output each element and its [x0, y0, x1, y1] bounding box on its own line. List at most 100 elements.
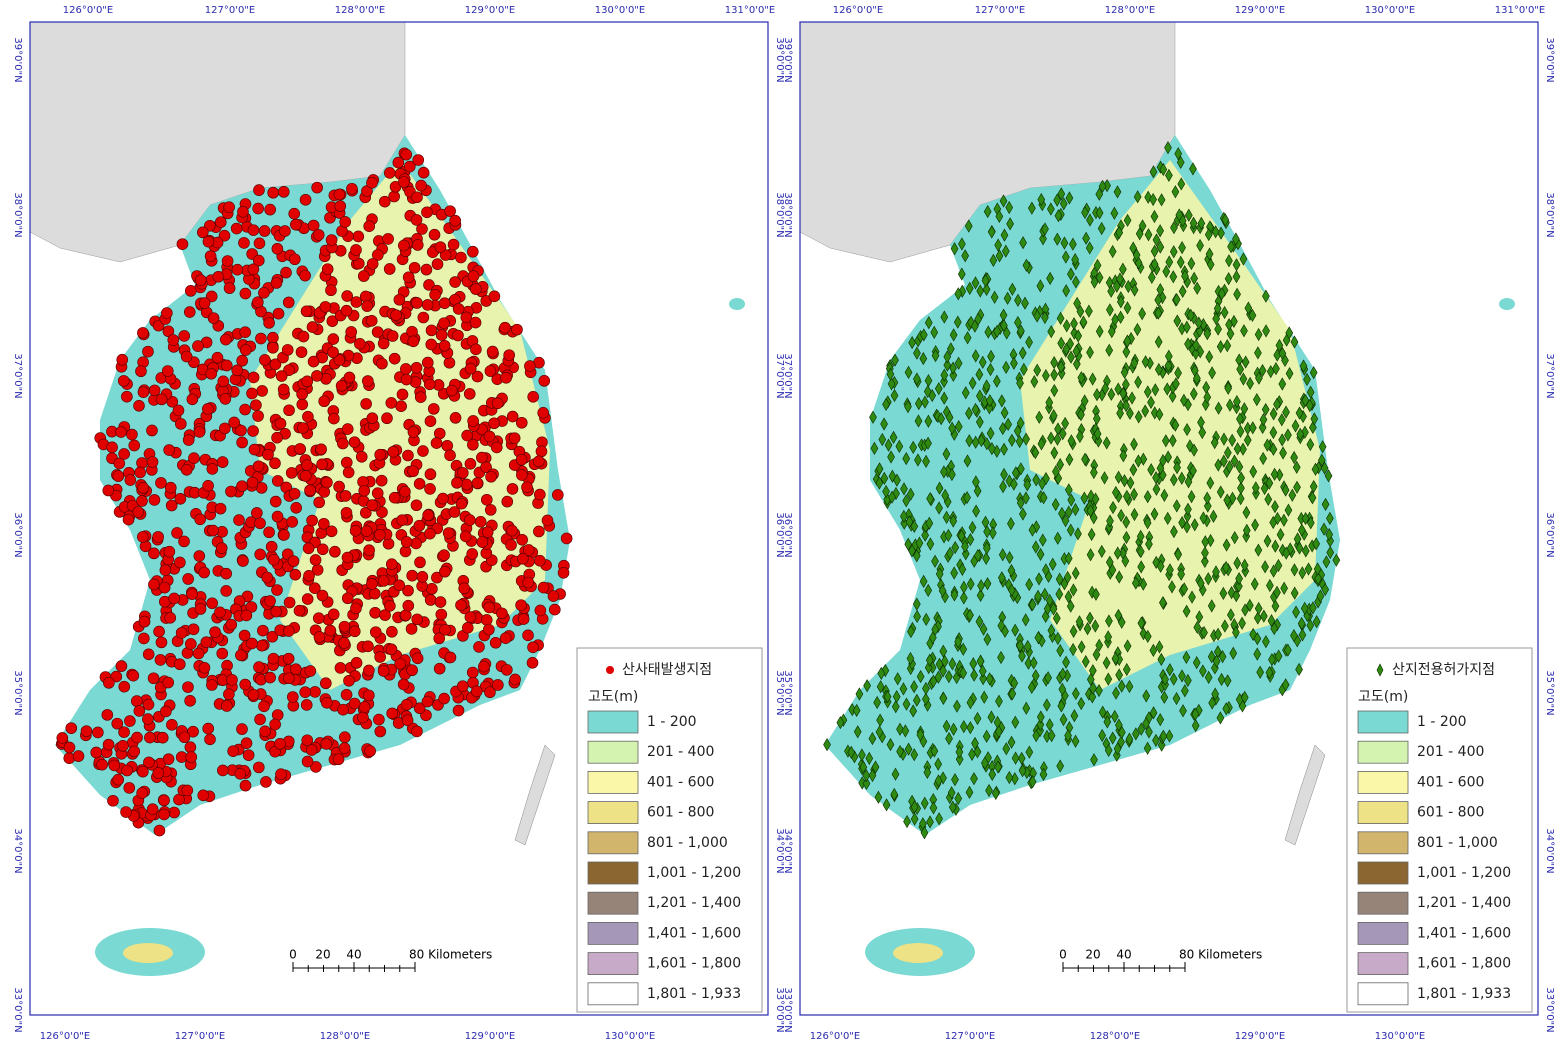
- landslide-point: [464, 362, 477, 375]
- permit-point: [1000, 318, 1008, 333]
- landslide-point: [522, 576, 535, 589]
- legend-label: 1,801 - 1,933: [1417, 986, 1511, 1002]
- landslide-point: [484, 504, 497, 516]
- landslide-point: [452, 704, 465, 717]
- permit-point: [981, 515, 990, 529]
- permit-point: [1037, 437, 1046, 451]
- permit-point: [942, 447, 951, 461]
- landslide-point: [267, 341, 279, 354]
- landslide-point: [269, 358, 282, 371]
- permit-point: [926, 815, 934, 829]
- permit-point: [966, 577, 975, 591]
- landslide-point: [194, 603, 207, 615]
- landslide-point: [343, 674, 355, 687]
- landslide-point: [136, 787, 148, 799]
- permit-point: [1326, 545, 1335, 560]
- permit-point: [948, 467, 956, 482]
- permit-point: [1218, 650, 1227, 664]
- permit-point: [1086, 345, 1094, 359]
- permit-point: [1095, 270, 1104, 285]
- permit-point: [971, 276, 980, 290]
- permit-point: [1184, 502, 1192, 516]
- landslide-point: [506, 410, 519, 423]
- landslide-point: [302, 542, 315, 555]
- landslide-point: [267, 331, 279, 344]
- landslide-point: [115, 660, 128, 672]
- landslide-point: [332, 753, 345, 766]
- lat-label: 39°0'0"N: [782, 37, 793, 82]
- landslide-point: [267, 652, 280, 665]
- permit-point: [935, 567, 944, 581]
- permit-point: [908, 544, 916, 558]
- legend-swatch: [587, 831, 639, 855]
- permit-point: [987, 225, 996, 239]
- landslide-point: [56, 732, 69, 744]
- landslide-point: [469, 316, 482, 329]
- permit-point: [1138, 307, 1146, 321]
- permit-point: [1064, 483, 1073, 497]
- permit-point: [921, 395, 929, 409]
- permit-point: [1117, 735, 1125, 749]
- landslide-point: [252, 460, 265, 473]
- permit-point: [1274, 558, 1283, 573]
- landslide-point: [382, 233, 394, 245]
- landslide-point: [368, 587, 381, 600]
- landslide-point: [136, 495, 148, 507]
- permit-point: [1010, 676, 1019, 690]
- permit-point: [949, 368, 958, 382]
- landslide-point: [158, 808, 170, 821]
- permit-point: [1069, 624, 1078, 638]
- landslide-point: [223, 282, 236, 294]
- landslide-point: [373, 713, 385, 726]
- landslide-point: [202, 403, 214, 415]
- permit-point: [1322, 555, 1331, 569]
- permit-point: [1261, 402, 1270, 417]
- landslide-point: [425, 338, 438, 351]
- landslide-point: [112, 773, 124, 786]
- landslide-point: [180, 464, 193, 476]
- landslide-point: [247, 263, 260, 276]
- permit-point: [1242, 523, 1251, 537]
- landslide-point: [369, 626, 382, 638]
- landslide-point: [372, 249, 384, 261]
- permit-point: [1123, 213, 1132, 227]
- landslide-point: [548, 603, 561, 616]
- landslide-point: [205, 367, 218, 380]
- permit-point: [1117, 679, 1126, 693]
- landslide-point: [253, 184, 265, 196]
- permit-point: [1072, 344, 1081, 358]
- permit-point: [1245, 598, 1254, 612]
- permit-point: [887, 450, 895, 464]
- landslide-point: [333, 480, 345, 493]
- permit-point: [1224, 272, 1233, 286]
- landslide-point: [275, 370, 288, 382]
- permit-point: [893, 672, 902, 686]
- permit-point: [1016, 376, 1024, 390]
- permit-point: [1259, 451, 1268, 466]
- permit-point: [983, 632, 992, 646]
- legend-swatch: [1357, 710, 1409, 734]
- landslide-point: [216, 456, 229, 468]
- lat-label: 36°0'0"N: [774, 512, 785, 557]
- landslide-point: [310, 761, 322, 773]
- landslide-point: [417, 311, 430, 324]
- permit-point: [1188, 590, 1196, 604]
- lon-label: 127°0'0"E: [945, 1031, 995, 1042]
- permit-point: [938, 584, 947, 598]
- permit-point: [984, 325, 993, 339]
- landslide-point: [476, 451, 488, 464]
- landslide-point: [158, 794, 170, 807]
- landslide-point: [340, 506, 353, 519]
- landslide-point: [181, 784, 194, 797]
- landslide-point: [220, 585, 232, 597]
- permit-point: [922, 454, 930, 468]
- landslide-point: [517, 553, 529, 565]
- permit-point: [966, 532, 975, 547]
- landslide-point: [335, 379, 348, 392]
- landslide-point: [96, 758, 108, 771]
- landslide-point: [245, 601, 258, 613]
- permit-point: [1104, 630, 1113, 644]
- permit-point: [1290, 563, 1299, 577]
- landslide-point: [258, 700, 270, 713]
- legend-box: [576, 647, 763, 1013]
